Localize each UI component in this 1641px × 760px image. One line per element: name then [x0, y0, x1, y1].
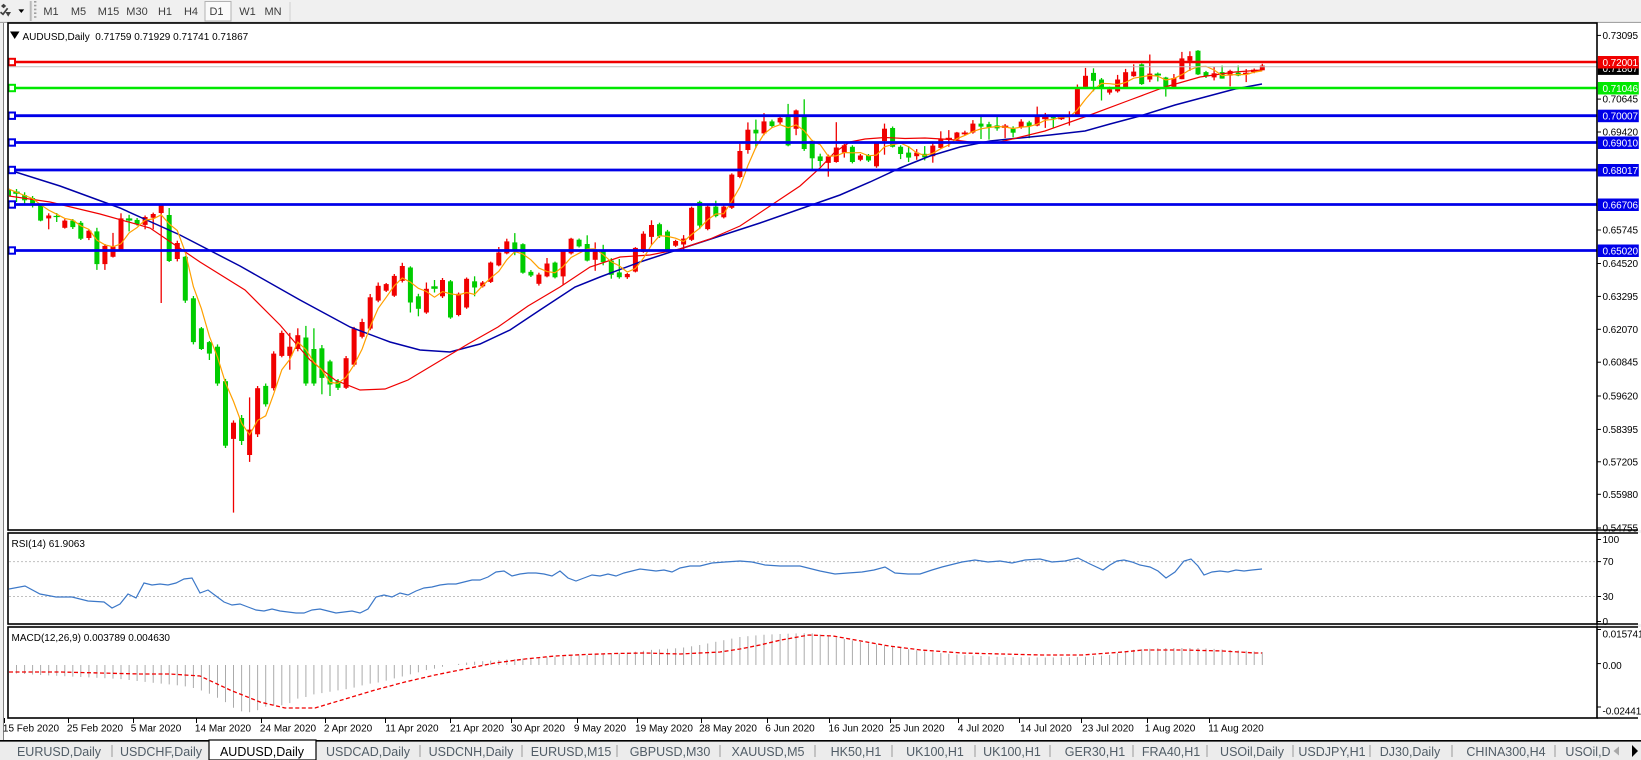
- svg-text:UK100,H1: UK100,H1: [983, 745, 1041, 759]
- svg-text:D1: D1: [209, 6, 223, 18]
- svg-text:0.00: 0.00: [1603, 661, 1623, 672]
- svg-text:0.73095: 0.73095: [1603, 31, 1639, 42]
- svg-text:23 Jul 2020: 23 Jul 2020: [1082, 724, 1134, 735]
- svg-text:21 Apr 2020: 21 Apr 2020: [450, 724, 504, 735]
- svg-text:H1: H1: [158, 6, 172, 18]
- svg-text:USDCNH,Daily: USDCNH,Daily: [429, 745, 514, 759]
- svg-text:AUDUSD,Daily 0.71759 0.71929: AUDUSD,Daily 0.71759 0.71929 0.71741 0.7…: [23, 32, 249, 43]
- svg-text:MACD(12,26,9) 0.003789 0.00463: MACD(12,26,9) 0.003789 0.004630: [12, 633, 171, 644]
- svg-text:FRA40,H1: FRA40,H1: [1142, 745, 1200, 759]
- svg-text:28 May 2020: 28 May 2020: [699, 724, 757, 735]
- svg-text:70: 70: [1603, 557, 1615, 568]
- svg-text:6 Jun 2020: 6 Jun 2020: [765, 724, 815, 735]
- svg-text:USOil,Daily: USOil,Daily: [1220, 745, 1285, 759]
- svg-text:0.65745: 0.65745: [1603, 226, 1639, 237]
- svg-text:-0.024412: -0.024412: [1603, 707, 1641, 718]
- svg-text:14 Jul 2020: 14 Jul 2020: [1020, 724, 1072, 735]
- svg-text:0.64520: 0.64520: [1603, 259, 1639, 270]
- svg-text:0.68017: 0.68017: [1603, 166, 1639, 177]
- svg-text:30 Apr 2020: 30 Apr 2020: [511, 724, 565, 735]
- svg-text:11 Aug 2020: 11 Aug 2020: [1208, 724, 1264, 735]
- svg-text:USOil,D: USOil,D: [1565, 745, 1610, 759]
- svg-text:XAUUSD,M5: XAUUSD,M5: [732, 745, 805, 759]
- svg-text:CHINA300,H4: CHINA300,H4: [1466, 745, 1545, 759]
- svg-text:USDCAD,Daily: USDCAD,Daily: [326, 745, 411, 759]
- svg-text:2 Apr 2020: 2 Apr 2020: [324, 724, 373, 735]
- svg-text:HK50,H1: HK50,H1: [831, 745, 882, 759]
- svg-text:0.69420: 0.69420: [1603, 128, 1639, 139]
- svg-text:100: 100: [1603, 535, 1620, 546]
- svg-text:0.66706: 0.66706: [1603, 200, 1639, 211]
- svg-text:DJ30,Daily: DJ30,Daily: [1380, 745, 1441, 759]
- svg-text:11 Apr 2020: 11 Apr 2020: [385, 724, 439, 735]
- svg-text:0.69010: 0.69010: [1603, 138, 1639, 149]
- svg-text:0.72001: 0.72001: [1603, 58, 1639, 69]
- svg-text:0.55980: 0.55980: [1603, 490, 1639, 501]
- svg-text:30: 30: [1603, 592, 1615, 603]
- svg-text:0.71867: 0.71867: [1603, 64, 1639, 75]
- svg-text:AUDUSD,Daily: AUDUSD,Daily: [220, 745, 305, 759]
- svg-text:14 Mar 2020: 14 Mar 2020: [195, 724, 252, 735]
- svg-text:W1: W1: [239, 6, 256, 18]
- svg-text:UK100,H1: UK100,H1: [906, 745, 964, 759]
- svg-text:M1: M1: [43, 6, 58, 18]
- svg-text:MN: MN: [264, 6, 281, 18]
- svg-text:5 Mar 2020: 5 Mar 2020: [131, 724, 182, 735]
- svg-text:0: 0: [1603, 617, 1609, 628]
- svg-text:GER30,H1: GER30,H1: [1065, 745, 1125, 759]
- svg-text:M15: M15: [98, 6, 119, 18]
- svg-text:0.60845: 0.60845: [1603, 358, 1639, 369]
- svg-text:RSI(14) 61.9063: RSI(14) 61.9063: [12, 539, 86, 550]
- svg-text:1 Aug 2020: 1 Aug 2020: [1145, 724, 1196, 735]
- svg-text:0.015741: 0.015741: [1603, 630, 1641, 641]
- svg-text:0.70007: 0.70007: [1603, 112, 1639, 123]
- svg-text:0.58395: 0.58395: [1603, 425, 1639, 436]
- svg-text:USDCHF,Daily: USDCHF,Daily: [120, 745, 203, 759]
- svg-text:EURUSD,Daily: EURUSD,Daily: [17, 745, 102, 759]
- svg-text:0.57205: 0.57205: [1603, 457, 1639, 468]
- svg-text:USDJPY,H1: USDJPY,H1: [1298, 745, 1365, 759]
- svg-text:M30: M30: [126, 6, 147, 18]
- svg-text:GBPUSD,M30: GBPUSD,M30: [630, 745, 711, 759]
- svg-text:9 May 2020: 9 May 2020: [574, 724, 627, 735]
- svg-text:0.70645: 0.70645: [1603, 95, 1639, 106]
- svg-text:0.62070: 0.62070: [1603, 325, 1639, 336]
- svg-text:25 Jun 2020: 25 Jun 2020: [889, 724, 944, 735]
- svg-text:19 May 2020: 19 May 2020: [635, 724, 693, 735]
- svg-text:0.65020: 0.65020: [1603, 246, 1639, 257]
- svg-text:0.59620: 0.59620: [1603, 392, 1639, 403]
- svg-text:EURUSD,M15: EURUSD,M15: [531, 745, 612, 759]
- svg-text:16 Jun 2020: 16 Jun 2020: [828, 724, 883, 735]
- svg-text:24 Mar 2020: 24 Mar 2020: [260, 724, 317, 735]
- svg-text:15 Feb 2020: 15 Feb 2020: [3, 724, 60, 735]
- svg-text:25 Feb 2020: 25 Feb 2020: [67, 724, 124, 735]
- svg-text:H4: H4: [184, 6, 198, 18]
- svg-text:0.54755: 0.54755: [1603, 524, 1639, 535]
- svg-text:4 Jul 2020: 4 Jul 2020: [958, 724, 1005, 735]
- svg-text:0.63295: 0.63295: [1603, 292, 1639, 303]
- svg-text:M5: M5: [71, 6, 86, 18]
- svg-text:0.71046: 0.71046: [1603, 84, 1639, 95]
